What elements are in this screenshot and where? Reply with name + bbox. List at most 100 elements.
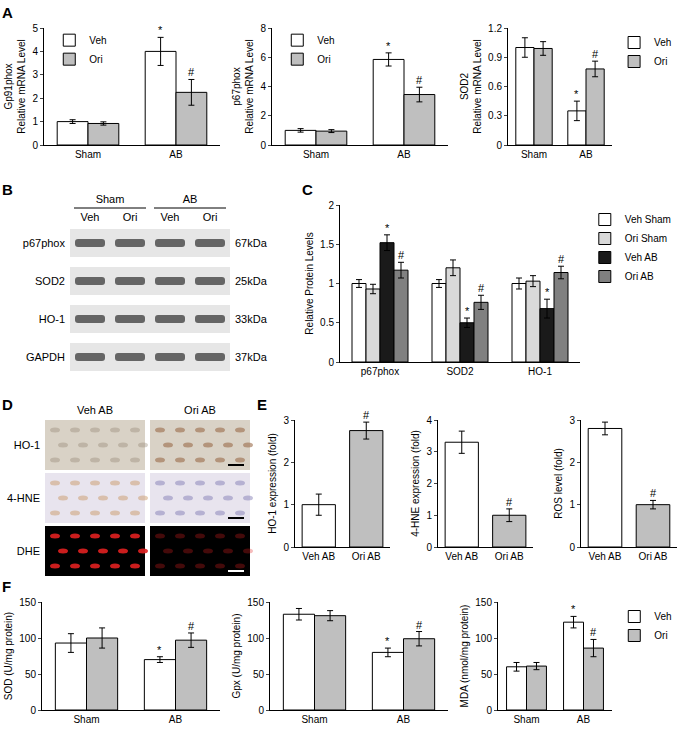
svg-text:50: 50 [25, 669, 37, 680]
svg-text:Ori AB: Ori AB [639, 551, 668, 562]
svg-text:HO-1 expression (fold): HO-1 expression (fold) [267, 433, 278, 534]
svg-text:#: # [558, 253, 565, 265]
svg-text:50: 50 [253, 669, 265, 680]
svg-text:*: * [385, 222, 390, 234]
svg-text:#: # [478, 282, 485, 294]
svg-text:*: * [545, 286, 550, 298]
svg-text:4: 4 [32, 46, 38, 57]
svg-text:SOD2: SOD2 [446, 366, 474, 377]
svg-text:0: 0 [283, 542, 289, 553]
svg-text:Ori: Ori [203, 211, 218, 223]
svg-text:25kDa: 25kDa [235, 275, 268, 287]
svg-text:Veh: Veh [654, 37, 671, 48]
svg-text:*: * [571, 603, 576, 615]
svg-text:6: 6 [260, 52, 266, 63]
svg-text:Sham: Sham [301, 714, 327, 725]
svg-text:Sham: Sham [73, 714, 99, 725]
svg-text:150: 150 [475, 597, 492, 608]
svg-text:100: 100 [247, 633, 264, 644]
svg-text:p67phoxRelative mRNA Level: p67phoxRelative mRNA Level [231, 39, 255, 133]
svg-text:AB: AB [169, 714, 183, 725]
svg-text:1.5: 1.5 [320, 239, 334, 250]
svg-text:3: 3 [569, 415, 575, 426]
svg-text:*: * [465, 305, 470, 317]
svg-text:3: 3 [283, 415, 289, 426]
svg-text:#: # [188, 620, 195, 632]
svg-text:Ori: Ori [654, 630, 667, 641]
svg-text:2: 2 [328, 200, 334, 211]
svg-text:0: 0 [426, 542, 432, 553]
svg-text:5: 5 [32, 23, 38, 34]
svg-text:Veh AB: Veh AB [589, 551, 622, 562]
svg-text:Ori: Ori [123, 211, 138, 223]
svg-text:Ori AB: Ori AB [625, 271, 654, 282]
svg-text:SOD (U/mg protein): SOD (U/mg protein) [3, 612, 14, 700]
svg-text:Ori: Ori [317, 54, 330, 65]
svg-text:2: 2 [32, 93, 38, 104]
svg-text:0: 0 [486, 705, 492, 716]
svg-text:p67phox: p67phox [361, 366, 399, 377]
svg-text:Ori Sham: Ori Sham [625, 233, 667, 244]
svg-text:SOD2: SOD2 [35, 275, 65, 287]
svg-text:ROS level (fold): ROS level (fold) [553, 448, 564, 519]
svg-text:#: # [363, 409, 370, 421]
svg-text:Ori AB: Ori AB [184, 404, 216, 416]
svg-text:MDA (nmol/mg protein): MDA (nmol/mg protein) [459, 605, 470, 708]
svg-text:*: * [574, 88, 579, 100]
svg-text:#: # [416, 619, 423, 631]
svg-text:*: * [386, 40, 391, 52]
svg-text:#: # [188, 66, 195, 78]
svg-text:Ori AB: Ori AB [352, 551, 381, 562]
svg-text:Sham: Sham [75, 149, 101, 160]
svg-text:4: 4 [260, 81, 266, 92]
svg-text:0: 0 [32, 140, 38, 151]
svg-text:Sham: Sham [521, 149, 547, 160]
svg-text:#: # [650, 487, 657, 499]
svg-text:HO-1: HO-1 [39, 313, 65, 325]
svg-text:Veh: Veh [89, 35, 106, 46]
svg-text:*: * [385, 635, 390, 647]
svg-text:0: 0 [569, 542, 575, 553]
svg-text:4: 4 [426, 415, 432, 426]
svg-text:0.5: 0.5 [320, 317, 334, 328]
svg-text:33kDa: 33kDa [235, 313, 268, 325]
svg-text:0.6: 0.6 [488, 81, 502, 92]
svg-text:SOD2Relative mRNA Level: SOD2Relative mRNA Level [459, 39, 483, 133]
svg-text:150: 150 [19, 597, 36, 608]
svg-text:Sham: Sham [303, 149, 329, 160]
svg-text:HO-1: HO-1 [528, 366, 552, 377]
svg-text:Sham: Sham [96, 193, 125, 205]
svg-text:150: 150 [247, 597, 264, 608]
svg-text:0: 0 [260, 140, 266, 151]
svg-text:1: 1 [426, 510, 432, 521]
svg-text:GAPDH: GAPDH [26, 351, 65, 363]
svg-text:#: # [592, 48, 599, 60]
svg-text:Veh: Veh [317, 35, 334, 46]
svg-text:DHE: DHE [17, 545, 40, 557]
svg-text:Veh AB: Veh AB [625, 252, 658, 263]
svg-text:AB: AB [183, 193, 198, 205]
svg-text:1: 1 [328, 278, 334, 289]
svg-text:#: # [416, 74, 423, 86]
svg-text:100: 100 [19, 633, 36, 644]
svg-text:*: * [157, 644, 162, 656]
svg-text:67kDa: 67kDa [235, 237, 268, 249]
svg-text:2: 2 [569, 457, 575, 468]
svg-text:0: 0 [328, 357, 334, 368]
svg-text:AB: AB [579, 149, 593, 160]
svg-text:AB: AB [397, 714, 411, 725]
svg-text:Ori: Ori [89, 54, 102, 65]
svg-text:2: 2 [283, 457, 289, 468]
svg-text:*: * [158, 24, 163, 36]
svg-text:0: 0 [258, 705, 264, 716]
svg-text:1: 1 [569, 499, 575, 510]
svg-text:0: 0 [30, 705, 36, 716]
svg-text:100: 100 [475, 633, 492, 644]
svg-text:Gp91phoxRelative mRNA Level: Gp91phoxRelative mRNA Level [3, 39, 27, 133]
svg-text:2: 2 [260, 110, 266, 121]
svg-text:Veh AB: Veh AB [302, 551, 335, 562]
svg-text:Veh: Veh [654, 611, 671, 622]
svg-text:Sham: Sham [513, 714, 539, 725]
svg-text:AB: AB [397, 149, 411, 160]
svg-text:#: # [398, 249, 405, 261]
